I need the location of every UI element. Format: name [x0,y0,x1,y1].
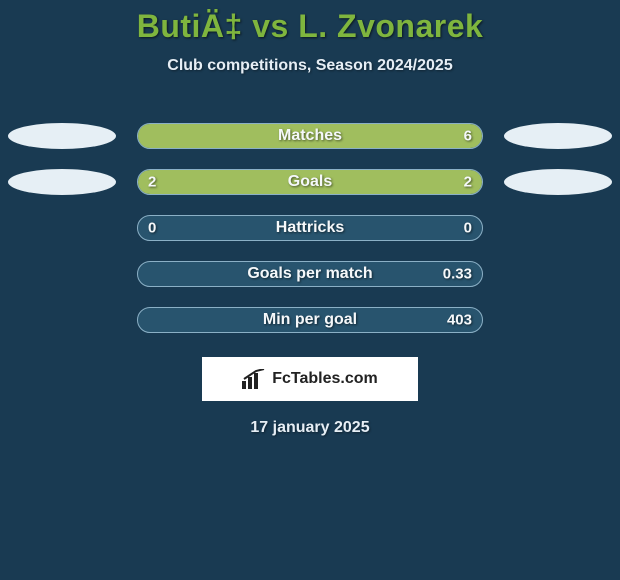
stat-value-right: 0 [464,220,472,237]
stat-bar: Goals per match 0.33 [137,261,483,287]
stat-label: Hattricks [276,219,344,237]
bar-fill-left [138,170,310,194]
player-right-marker [504,123,612,149]
player-left-marker [8,169,116,195]
stat-value-right: 6 [464,128,472,145]
stat-bar: Min per goal 403 [137,307,483,333]
stat-label: Goals per match [247,265,372,283]
stat-row: Min per goal 403 [0,297,620,343]
stat-value-left: 0 [148,220,156,237]
brand-text: FcTables.com [272,370,378,388]
stat-value-right: 2 [464,174,472,191]
page-title: ButiÄ‡ vs L. Zvonarek [0,0,620,45]
stat-bar: Goals 2 2 [137,169,483,195]
stat-row: Goals per match 0.33 [0,251,620,297]
stat-label: Matches [278,127,342,145]
stats-rows: Matches 6 Goals 2 2 Hattricks 0 0 Goals per matc… [0,113,620,343]
comparison-infographic: ButiÄ‡ vs L. Zvonarek Club competitions,… [0,0,620,580]
stat-value-right: 0.33 [443,266,472,283]
snapshot-date: 17 january 2025 [0,419,620,437]
stat-label: Goals [288,173,332,191]
stat-value-right: 403 [447,312,472,329]
player-left-marker [8,123,116,149]
stat-bar: Matches 6 [137,123,483,149]
stat-row: Matches 6 [0,113,620,159]
page-subtitle: Club competitions, Season 2024/2025 [0,57,620,75]
stat-value-left: 2 [148,174,156,191]
stat-row: Goals 2 2 [0,159,620,205]
stat-label: Min per goal [263,311,357,329]
stat-row: Hattricks 0 0 [0,205,620,251]
bar-fill-right [310,170,482,194]
stat-bar: Hattricks 0 0 [137,215,483,241]
player-right-marker [504,169,612,195]
brand-box: FcTables.com [202,357,418,401]
brand-icon [242,369,266,389]
